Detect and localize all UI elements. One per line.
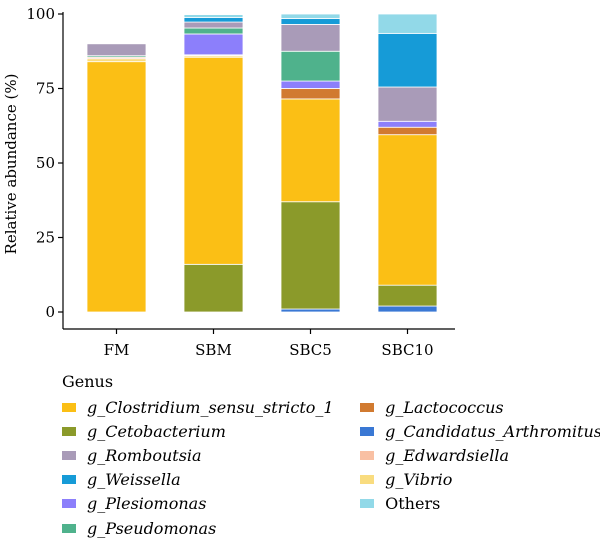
legend-item-g-edwardsiella: g_Edwardsiella (360, 443, 600, 467)
y-tick-label-0: 0 (45, 303, 55, 321)
legend-label: g_Edwardsiella (385, 445, 509, 465)
legend-swatch (360, 402, 375, 412)
bar-segment-sbc10-g-weissella (377, 32, 438, 88)
legend-swatch (360, 499, 375, 509)
legend-label: g_Weissella (87, 470, 181, 490)
axes: FM SBM SBC5 SBC10 0 25 50 75 100 (26, 5, 455, 359)
legend: Genus g_Clostridium_sensu_stricto_1 g_Cet… (62, 372, 600, 540)
legend-item-g-candidatus-arthromitus: g_Candidatus_Arthromitus (360, 419, 600, 443)
y-tick-label-50: 50 (36, 154, 55, 172)
stacked-bar-chart: FM SBM SBC5 SBC10 0 25 50 75 100 Relative abunda… (2, 5, 455, 359)
bar-segment-sbm-g-clostridium-sensu-stricto-1 (183, 56, 244, 265)
legend-label: g_Romboutsia (87, 445, 202, 465)
legend-label: g_Pseudomonas (87, 518, 217, 538)
x-tick-label-sbc10: SBC10 (381, 341, 433, 359)
legend-item-g-clostridium-sensu-stricto-1: g_Clostridium_sensu_stricto_1 (62, 395, 360, 419)
bar-segment-sbm-g-cetobacterium (183, 263, 244, 313)
legend-label: g_Cetobacterium (87, 421, 226, 441)
bar-segment-sbc5-g-romboutsia (280, 24, 341, 52)
legend-swatch (62, 402, 76, 412)
legend-item-others: Others (360, 492, 600, 516)
bar-segment-fm-g-vibrio (86, 58, 147, 63)
plot-area (86, 13, 438, 313)
legend-columns: g_Clostridium_sensu_stricto_1 g_Cetobacte… (62, 395, 600, 540)
legend-swatch (62, 450, 76, 460)
legend-swatch (360, 426, 375, 436)
bar-segment-sbc5-g-clostridium-sensu-stricto-1 (280, 98, 341, 203)
legend-item-g-cetobacterium: g_Cetobacterium (62, 419, 360, 443)
bar-segment-sbc10-g-plesiomonas (377, 120, 438, 128)
legend-label: g_Candidatus_Arthromitus (385, 421, 600, 441)
y-tick-label-75: 75 (36, 80, 55, 98)
bar-segment-sbc10-others (377, 13, 438, 34)
bar-segment-sbc5-g-weissella (280, 18, 341, 25)
bar-segment-sbc10-g-cetobacterium (377, 284, 438, 307)
bar-segment-sbc5-g-candidatus-arthromitus (280, 308, 341, 313)
legend-swatch (62, 475, 76, 485)
bar-segment-sbm-g-weissella (183, 17, 244, 23)
legend-swatch (62, 523, 76, 533)
x-tick-label-sbm: SBM (195, 341, 232, 359)
bar-segment-sbc5-others (280, 13, 341, 19)
legend-swatch (62, 426, 76, 436)
x-tick-label-fm: FM (104, 341, 130, 359)
legend-swatch (360, 450, 375, 460)
bar-segment-fm-g-romboutsia (86, 43, 147, 57)
y-tick-label-100: 100 (26, 5, 55, 23)
bar-segment-sbc10-g-romboutsia (377, 86, 438, 122)
bar-segment-sbc5-g-pseudomonas (280, 50, 341, 82)
legend-swatch (62, 499, 76, 509)
bar-segment-sbm-others (183, 14, 244, 18)
legend-label: g_Plesiomonas (87, 494, 207, 514)
legend-item-g-pseudomonas: g_Pseudomonas (62, 516, 360, 540)
bar-segment-sbc10-g-clostridium-sensu-stricto-1 (377, 134, 438, 286)
legend-label: Others (385, 494, 441, 514)
bar-segment-sbm-g-pseudomonas (183, 27, 244, 35)
legend-column-2: g_Lactococcus g_Candidatus_Arthromitus g_E… (360, 395, 600, 540)
bar-segment-sbc5-g-cetobacterium (280, 201, 341, 310)
legend-item-g-vibrio: g_Vibrio (360, 468, 600, 492)
bar-segment-fm-g-clostridium-sensu-stricto-1 (86, 61, 147, 313)
legend-title: Genus (62, 372, 114, 391)
bar-segment-sbc5-g-lactococcus (280, 88, 341, 100)
legend-label: g_Lactococcus (385, 397, 504, 417)
legend-item-g-weissella: g_Weissella (62, 468, 360, 492)
legend-item-g-plesiomonas: g_Plesiomonas (62, 492, 360, 516)
bar-segment-sbc5-g-plesiomonas (280, 80, 341, 89)
bar-segment-sbm-g-plesiomonas (183, 33, 244, 56)
bar-segment-sbm-g-romboutsia (183, 21, 244, 29)
y-tick-label-25: 25 (36, 229, 55, 247)
legend-swatch (360, 475, 375, 485)
bar-segment-sbc10-g-candidatus-arthromitus (377, 305, 438, 313)
legend-column-1: g_Clostridium_sensu_stricto_1 g_Cetobacte… (62, 395, 360, 540)
legend-item-g-romboutsia: g_Romboutsia (62, 443, 360, 467)
bar-segment-sbc10-g-lactococcus (377, 126, 438, 136)
y-axis-title: Relative abundance (%) (2, 74, 20, 255)
legend-item-g-lactococcus: g_Lactococcus (360, 395, 600, 419)
x-tick-label-sbc5: SBC5 (289, 341, 332, 359)
legend-label: g_Vibrio (385, 470, 453, 490)
legend-label: g_Clostridium_sensu_stricto_1 (87, 397, 334, 417)
